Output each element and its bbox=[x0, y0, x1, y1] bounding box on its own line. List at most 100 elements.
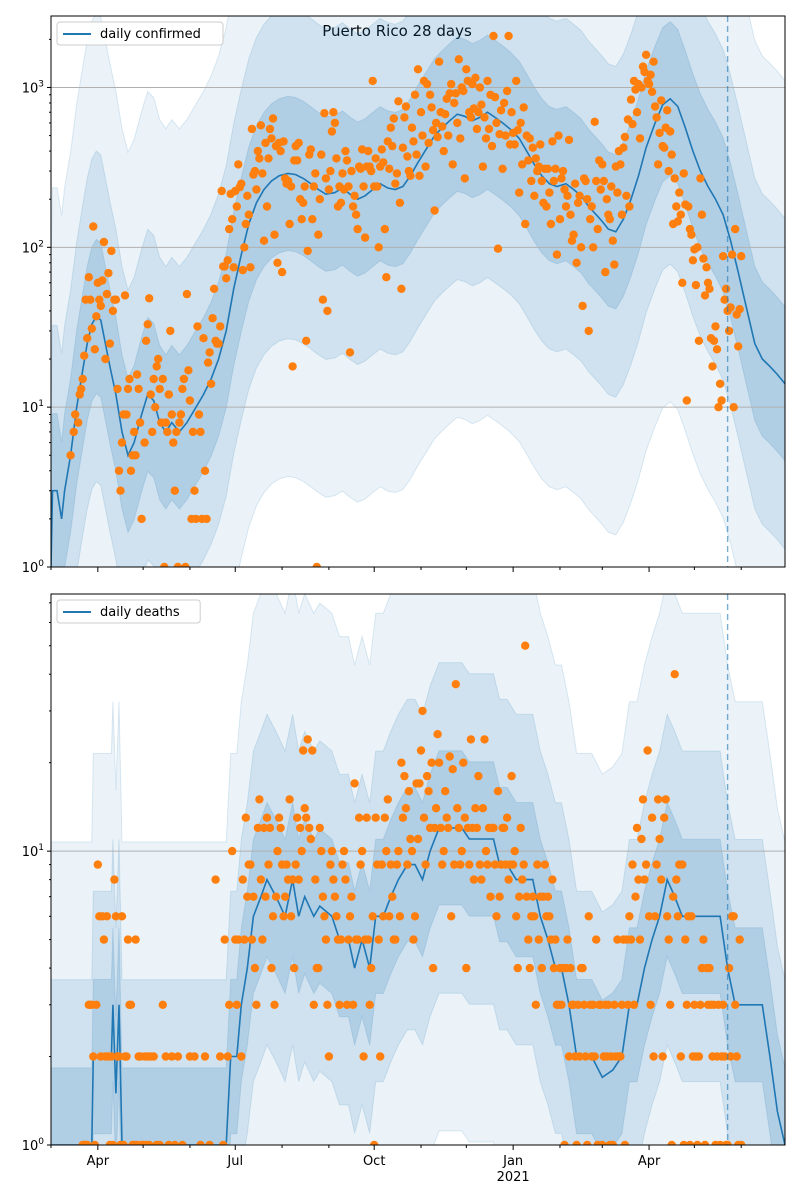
data-point bbox=[422, 771, 432, 781]
data-point bbox=[507, 771, 516, 781]
uncertainty-band-1 bbox=[51, 16, 785, 567]
data-point bbox=[714, 403, 723, 412]
data-point bbox=[182, 289, 192, 299]
data-point bbox=[102, 289, 112, 299]
data-point bbox=[694, 1052, 704, 1061]
data-point bbox=[483, 860, 492, 869]
data-point bbox=[646, 1000, 655, 1009]
data-point bbox=[530, 191, 539, 200]
data-point bbox=[729, 912, 738, 921]
data-point bbox=[598, 160, 607, 169]
data-point bbox=[412, 150, 421, 159]
y-tick-label: 101 bbox=[22, 399, 44, 416]
data-point bbox=[114, 466, 124, 475]
data-point bbox=[137, 514, 146, 524]
uncertainty-band-3 bbox=[51, 750, 785, 1145]
data-point bbox=[442, 813, 451, 822]
data-point bbox=[646, 70, 655, 80]
data-point bbox=[241, 813, 250, 822]
data-point bbox=[421, 162, 430, 171]
data-point bbox=[222, 274, 231, 283]
data-point bbox=[116, 486, 125, 495]
data-point bbox=[510, 846, 519, 856]
data-point bbox=[359, 1052, 368, 1061]
data-point bbox=[601, 267, 610, 277]
data-point bbox=[617, 210, 627, 219]
data-point bbox=[708, 362, 717, 371]
data-point bbox=[108, 306, 118, 316]
data-point bbox=[293, 156, 302, 165]
data-point bbox=[329, 108, 338, 117]
data-point bbox=[253, 823, 263, 833]
data-point bbox=[350, 779, 359, 788]
data-point bbox=[175, 418, 184, 427]
data-point bbox=[170, 1140, 179, 1145]
data-point bbox=[524, 156, 533, 165]
data-point bbox=[616, 1052, 625, 1061]
data-point bbox=[155, 384, 164, 394]
data-point bbox=[220, 935, 229, 944]
data-point bbox=[401, 804, 411, 813]
data-point bbox=[229, 263, 238, 272]
data-point bbox=[318, 295, 328, 304]
data-point bbox=[105, 339, 115, 348]
data-point bbox=[404, 787, 414, 796]
data-point bbox=[441, 787, 450, 796]
data-point bbox=[448, 765, 457, 774]
data-point bbox=[267, 963, 276, 973]
data-point bbox=[90, 1140, 99, 1145]
data-point bbox=[694, 336, 704, 345]
data-point bbox=[610, 1000, 619, 1009]
data-point bbox=[190, 1052, 199, 1061]
data-point bbox=[518, 160, 527, 169]
data-point bbox=[721, 284, 731, 293]
x-tick-label: Apr bbox=[638, 1154, 661, 1169]
data-point bbox=[293, 813, 302, 822]
data-point bbox=[202, 514, 211, 524]
data-point bbox=[398, 143, 408, 152]
data-point bbox=[238, 265, 247, 275]
data-point bbox=[249, 892, 258, 901]
data-point bbox=[77, 384, 86, 394]
data-point bbox=[394, 97, 403, 106]
data-point bbox=[583, 195, 592, 204]
data-point bbox=[413, 834, 423, 844]
data-point bbox=[691, 280, 701, 290]
data-point bbox=[564, 1052, 574, 1061]
data-point bbox=[345, 348, 355, 357]
data-point bbox=[655, 128, 664, 138]
data-point bbox=[718, 252, 728, 261]
data-point bbox=[667, 1140, 676, 1145]
data-point bbox=[336, 935, 346, 944]
data-point bbox=[348, 202, 358, 211]
data-point bbox=[141, 336, 151, 345]
data-point bbox=[299, 746, 308, 755]
data-point bbox=[712, 345, 722, 354]
data-point bbox=[498, 164, 507, 173]
data-point bbox=[542, 202, 551, 211]
data-point bbox=[684, 202, 693, 211]
data-point bbox=[573, 1000, 583, 1009]
data-point bbox=[300, 804, 309, 813]
data-point bbox=[697, 210, 707, 219]
data-point bbox=[734, 342, 743, 351]
data-point bbox=[274, 813, 284, 822]
data-point bbox=[259, 236, 269, 245]
data-point bbox=[628, 860, 637, 869]
data-point bbox=[521, 641, 530, 650]
data-point bbox=[129, 427, 139, 437]
data-point bbox=[170, 486, 179, 495]
data-point bbox=[635, 134, 645, 143]
data-point bbox=[309, 1000, 318, 1009]
data-point bbox=[438, 122, 447, 131]
data-point bbox=[584, 326, 593, 336]
data-point bbox=[549, 176, 559, 186]
data-point bbox=[720, 1052, 729, 1061]
data-point bbox=[255, 795, 264, 804]
data-point bbox=[545, 188, 554, 197]
data-point bbox=[434, 758, 444, 767]
data-point bbox=[566, 963, 575, 973]
data-point bbox=[519, 860, 528, 869]
data-point bbox=[427, 758, 436, 767]
data-point bbox=[276, 146, 285, 156]
